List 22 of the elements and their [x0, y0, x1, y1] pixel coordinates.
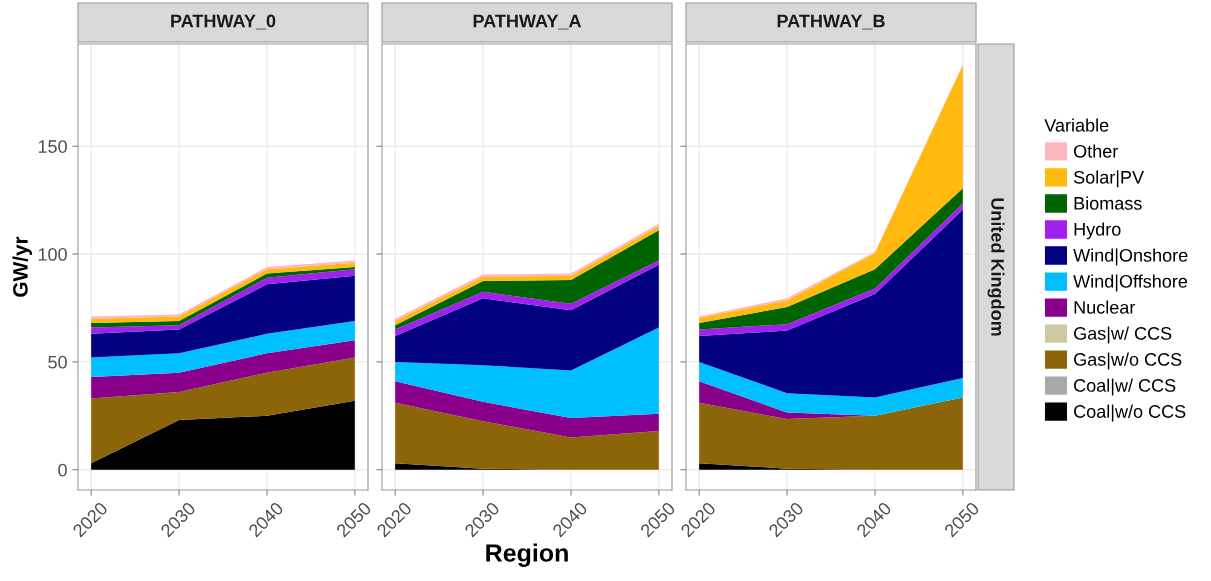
legend-label: Gas|w/o CCS	[1074, 352, 1182, 370]
chart-title: PATHWAY_0	[171, 14, 276, 30]
y-tick-label: 0	[58, 463, 67, 477]
legend-title: Variable	[1044, 118, 1109, 132]
legend-label: Coal|w/ CCS	[1074, 378, 1176, 396]
legend-label: Coal|w/o CCS	[1074, 404, 1186, 422]
chart-title: PATHWAY_B	[777, 14, 885, 30]
legend-label: Nuclear	[1074, 300, 1136, 314]
text: United Kingdom	[987, 198, 1005, 336]
legend-label: Solar|PV	[1073, 170, 1144, 188]
legend-label: Wind|Onshore	[1073, 248, 1188, 266]
legend-label: Biomass	[1074, 196, 1142, 210]
legend-label: Wind|Offshore	[1073, 274, 1188, 292]
y-tick-label: 150	[38, 140, 67, 153]
legend-label: Other	[1073, 144, 1118, 158]
legend-label: Gas|w/ CCS	[1074, 326, 1172, 344]
chart-title: PATHWAY_A	[473, 14, 582, 30]
y-axis-title: GW/yr	[12, 236, 32, 297]
x-axis-title: Region	[486, 543, 568, 567]
y-tick-label: 50	[48, 355, 67, 369]
legend-label: Hydro	[1074, 222, 1121, 240]
y-tick-label: 100	[38, 247, 67, 261]
